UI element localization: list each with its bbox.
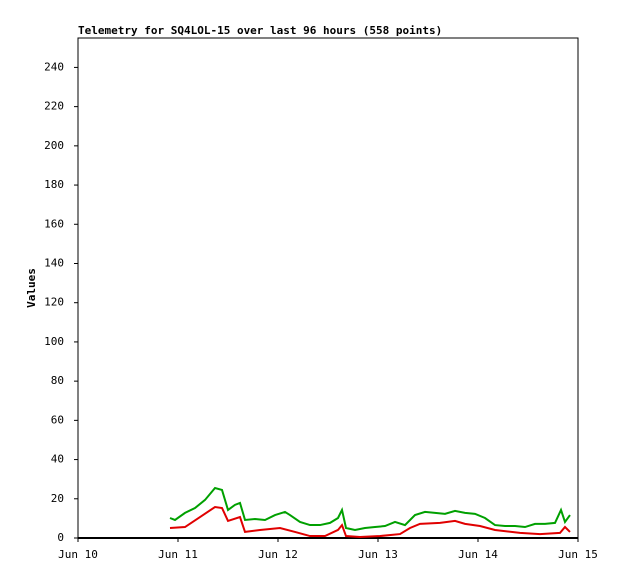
y-tick-label: 80 <box>51 374 64 387</box>
x-tick-label: Jun 13 <box>358 548 398 561</box>
series-line <box>169 486 571 531</box>
y-tick-label: 100 <box>44 335 64 348</box>
y-axis-label: Values <box>25 268 38 308</box>
x-tick-label: Jun 10 <box>58 548 98 561</box>
y-tick-label: 160 <box>44 217 64 230</box>
series-line <box>169 505 571 539</box>
y-tick-label: 180 <box>44 178 64 191</box>
chart-title: Telemetry for SQ4LOL-15 over last 96 hou… <box>78 24 442 37</box>
y-tick-label: 140 <box>44 256 64 269</box>
y-tick-label: 220 <box>44 100 64 113</box>
y-tick-label: 20 <box>51 492 64 505</box>
y-tick-label: 240 <box>44 60 64 73</box>
x-tick-label: Jun 15 <box>558 548 598 561</box>
plot-frame <box>77 37 579 539</box>
x-tick-label: Jun 12 <box>258 548 298 561</box>
y-tick-label: 40 <box>51 453 64 466</box>
x-tick-label: Jun 14 <box>458 548 498 561</box>
y-tick-label: 60 <box>51 413 64 426</box>
y-tick-label: 200 <box>44 139 64 152</box>
x-tick-label: Jun 11 <box>158 548 198 561</box>
y-tick-label: 120 <box>44 296 64 309</box>
y-tick-label: 0 <box>57 531 64 544</box>
